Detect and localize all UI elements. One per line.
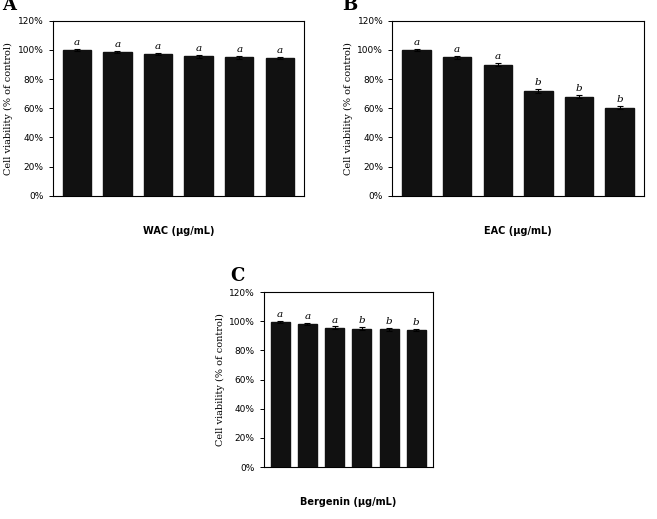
Text: b: b bbox=[386, 317, 392, 326]
Bar bbox=[271, 322, 290, 467]
Text: B: B bbox=[342, 0, 357, 14]
Bar bbox=[524, 91, 553, 196]
Text: a: a bbox=[236, 45, 242, 54]
Text: a: a bbox=[155, 42, 161, 51]
Text: a: a bbox=[413, 38, 420, 47]
Bar bbox=[225, 57, 254, 196]
Bar bbox=[62, 50, 91, 196]
Y-axis label: Cell viability (% of control): Cell viability (% of control) bbox=[5, 42, 14, 175]
Bar bbox=[265, 58, 294, 196]
Text: a: a bbox=[74, 38, 80, 47]
Bar bbox=[298, 324, 317, 467]
X-axis label: WAC (μg/mL): WAC (μg/mL) bbox=[143, 226, 214, 236]
Text: a: a bbox=[332, 316, 338, 324]
Bar bbox=[402, 50, 431, 196]
Text: b: b bbox=[616, 95, 623, 104]
Text: a: a bbox=[277, 46, 283, 55]
X-axis label: Bergenin (μg/mL): Bergenin (μg/mL) bbox=[300, 497, 396, 507]
Text: a: a bbox=[495, 52, 501, 61]
Text: b: b bbox=[535, 78, 541, 87]
Text: b: b bbox=[359, 317, 365, 325]
Bar bbox=[407, 330, 426, 467]
Text: a: a bbox=[114, 40, 120, 49]
Text: a: a bbox=[196, 44, 202, 53]
Bar bbox=[103, 52, 131, 196]
Y-axis label: Cell viability (% of control): Cell viability (% of control) bbox=[215, 313, 225, 446]
Bar bbox=[352, 329, 371, 467]
Text: b: b bbox=[576, 84, 582, 93]
Bar bbox=[144, 54, 172, 196]
Text: a: a bbox=[304, 312, 310, 321]
Bar bbox=[185, 56, 213, 196]
Bar bbox=[605, 107, 634, 196]
Text: a: a bbox=[454, 45, 461, 54]
X-axis label: EAC (μg/mL): EAC (μg/mL) bbox=[484, 226, 552, 236]
Text: C: C bbox=[230, 267, 244, 285]
Bar bbox=[325, 328, 344, 467]
Bar bbox=[565, 97, 593, 196]
Y-axis label: Cell viability (% of control): Cell viability (% of control) bbox=[344, 42, 353, 175]
Text: a: a bbox=[277, 310, 283, 319]
Text: b: b bbox=[413, 318, 420, 327]
Bar bbox=[484, 64, 512, 196]
Text: A: A bbox=[2, 0, 16, 14]
Bar bbox=[380, 329, 399, 467]
Bar bbox=[443, 57, 471, 196]
